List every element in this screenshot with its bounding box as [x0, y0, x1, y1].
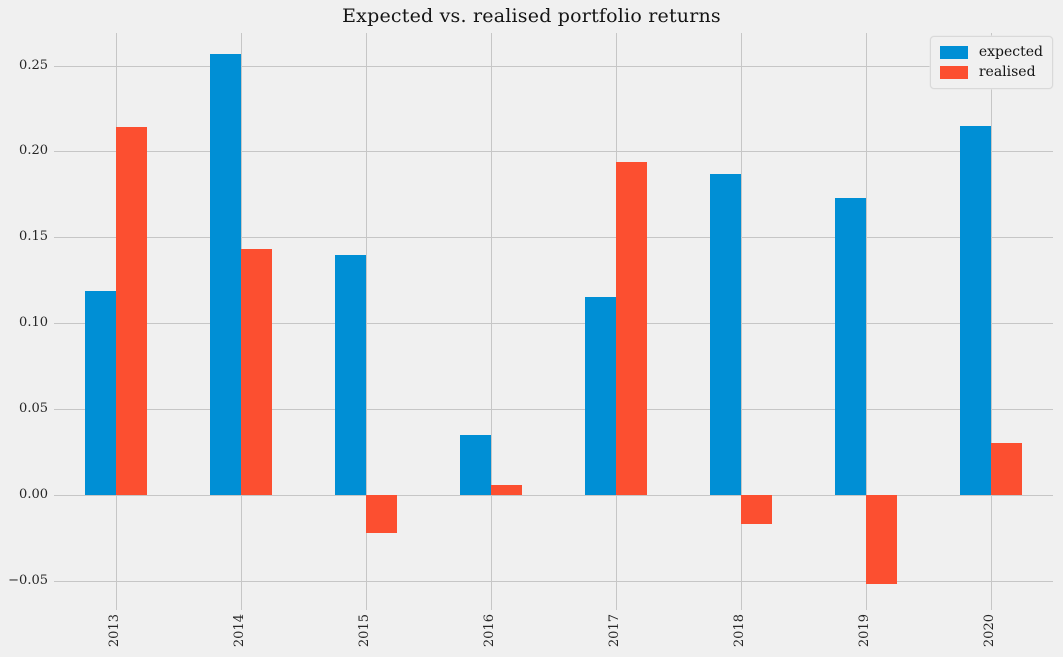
legend: expected realised [929, 36, 1053, 89]
bar-realised-2019 [866, 494, 897, 585]
legend-item-expected: expected [939, 42, 1043, 62]
y-tick-label: 0.25 [19, 57, 48, 73]
h-gridline [54, 323, 1053, 325]
x-tick-label: 2013 [107, 614, 122, 648]
bar-expected-2015 [335, 254, 366, 495]
bar-realised-2014 [241, 249, 272, 495]
y-tick-label: 0.15 [19, 229, 48, 245]
x-tick-label: 2020 [982, 614, 997, 648]
bar-realised-2018 [741, 494, 772, 525]
bar-expected-2019 [835, 197, 866, 495]
y-tick-label: 0.20 [19, 143, 48, 159]
bar-expected-2018 [710, 173, 741, 495]
v-gridline [741, 33, 742, 610]
bar-expected-2014 [210, 53, 241, 495]
bar-realised-2016 [491, 484, 522, 495]
legend-swatch-realised [939, 65, 968, 79]
h-gridline [54, 580, 1053, 582]
h-gridline [54, 65, 1053, 67]
bar-realised-2017 [616, 161, 647, 495]
bar-realised-2020 [991, 443, 1022, 495]
bar-expected-2020 [960, 125, 991, 495]
bar-expected-2016 [460, 434, 491, 495]
v-gridline [866, 33, 867, 610]
bar-realised-2015 [366, 494, 397, 533]
x-tick-label: 2018 [732, 614, 747, 648]
y-tick-label: 0.10 [19, 315, 48, 331]
bar-realised-2013 [116, 127, 147, 495]
x-tick-label: 2019 [857, 614, 872, 648]
h-gridline [54, 494, 1053, 496]
v-gridline [366, 33, 367, 610]
h-gridline [54, 409, 1053, 411]
y-tick-label: −0.05 [8, 572, 48, 588]
legend-label-realised: realised [978, 64, 1036, 80]
x-tick-label: 2015 [357, 614, 372, 648]
h-gridline [54, 151, 1053, 153]
x-tick-label: 2017 [607, 614, 622, 648]
h-gridline [54, 237, 1053, 239]
y-tick-label: 0.05 [19, 401, 48, 417]
v-gridline [991, 33, 992, 610]
legend-swatch-expected [939, 45, 968, 59]
legend-item-realised: realised [939, 62, 1043, 82]
chart-title: Expected vs. realised portfolio returns [342, 5, 721, 27]
y-tick-label: 0.00 [19, 486, 48, 502]
x-tick-label: 2016 [482, 614, 497, 648]
legend-label-expected: expected [978, 44, 1043, 60]
bar-expected-2013 [85, 290, 116, 495]
x-tick-label: 2014 [232, 614, 247, 648]
bar-expected-2017 [585, 297, 616, 495]
v-gridline [491, 33, 492, 610]
